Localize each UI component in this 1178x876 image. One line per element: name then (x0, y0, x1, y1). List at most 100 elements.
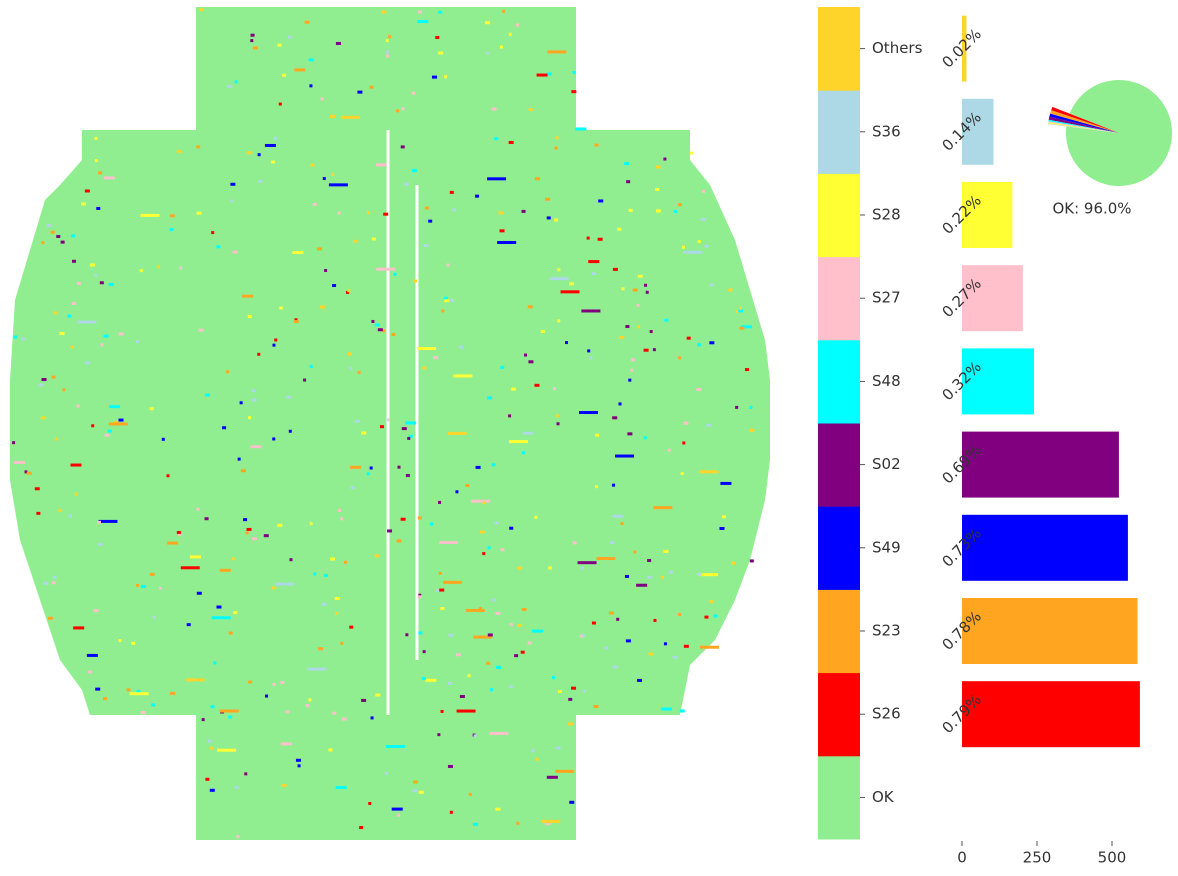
defect (357, 370, 361, 374)
defect (683, 421, 689, 425)
defect (709, 283, 714, 287)
defect (468, 792, 472, 796)
defect (250, 445, 262, 449)
defect (630, 368, 634, 372)
defect (453, 374, 473, 378)
defect (169, 228, 174, 232)
defect (422, 650, 426, 654)
defect (34, 487, 40, 491)
defect (608, 611, 614, 615)
defect (418, 790, 424, 794)
defect (509, 526, 514, 530)
defect (405, 421, 417, 425)
defect (486, 661, 491, 665)
defect (397, 465, 401, 469)
defect (443, 296, 448, 300)
defect (204, 517, 209, 521)
defect (317, 647, 323, 651)
defect (388, 35, 392, 39)
defect (129, 692, 149, 696)
defect (423, 244, 429, 248)
defect (609, 541, 615, 545)
defect (397, 813, 401, 817)
defect (417, 595, 422, 599)
defect (636, 303, 640, 307)
defect (648, 652, 654, 656)
defect (87, 670, 92, 674)
defect (643, 348, 649, 352)
defect (89, 263, 95, 267)
defect (170, 691, 176, 695)
defect (527, 641, 532, 645)
defect (95, 687, 101, 691)
defect (387, 529, 393, 533)
defect (405, 474, 410, 478)
defect (350, 486, 355, 490)
defect (330, 557, 336, 561)
defect (391, 333, 396, 337)
defect (487, 396, 493, 400)
defect (516, 623, 522, 627)
defect (449, 190, 454, 194)
defect (431, 75, 437, 79)
defect (664, 318, 669, 322)
defect (546, 775, 558, 779)
defect (56, 234, 61, 238)
defect (709, 600, 714, 604)
defect (272, 437, 276, 441)
wafer (10, 7, 770, 840)
defect (335, 786, 347, 790)
defect (272, 682, 276, 686)
defect (495, 611, 501, 615)
defect (450, 299, 455, 303)
defect (43, 581, 49, 585)
defect (103, 334, 109, 338)
defect (430, 522, 434, 526)
defect (246, 527, 252, 531)
defect (136, 690, 141, 694)
defect (217, 748, 237, 752)
defect (98, 519, 118, 523)
defect (582, 633, 586, 637)
defect (263, 534, 269, 538)
defect (230, 199, 234, 203)
defect (739, 326, 745, 330)
defect (583, 689, 587, 693)
defect (595, 433, 600, 437)
defect (210, 705, 215, 709)
defect (620, 522, 624, 526)
defect (76, 281, 81, 285)
defect (86, 653, 98, 657)
defect (308, 698, 312, 702)
defect (683, 644, 689, 648)
defect (244, 772, 248, 776)
defect (396, 539, 402, 543)
defect (324, 268, 328, 272)
defect (508, 414, 512, 418)
defect (370, 716, 374, 720)
defect (246, 151, 252, 155)
defect (404, 182, 410, 186)
defect (444, 299, 450, 303)
defect (697, 240, 701, 244)
defect (438, 51, 444, 55)
defect (417, 20, 429, 24)
defect (594, 485, 598, 489)
defect (140, 711, 146, 715)
defect (309, 522, 313, 526)
defect (686, 336, 691, 340)
defect (522, 431, 534, 435)
defect (40, 416, 46, 420)
defect (472, 822, 478, 826)
defect (277, 43, 282, 47)
defect (731, 561, 736, 565)
defect (557, 690, 562, 694)
defect (347, 352, 352, 356)
defect (699, 573, 719, 577)
defect (482, 501, 486, 505)
defect (649, 330, 653, 334)
defect (598, 199, 604, 203)
defect (449, 810, 453, 814)
defect (418, 631, 423, 635)
defect (104, 433, 110, 437)
